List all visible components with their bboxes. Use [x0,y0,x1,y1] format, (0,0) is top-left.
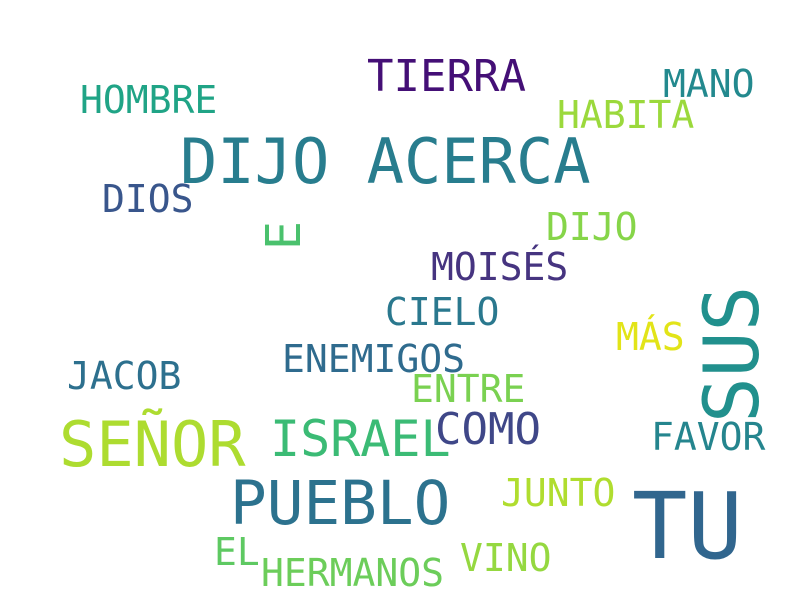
word-e: E [256,221,312,250]
word-enemigos: ENEMIGOS [282,337,466,381]
word-jacob: JACOB [67,354,182,398]
word-israel: ISRAEL [270,410,451,468]
word-senor: SEÑOR [59,408,246,481]
word-vino: VINO [460,536,552,580]
word-mas: MÁS [616,315,685,359]
word-entre: ENTRE [411,367,526,411]
word-moises: MOISÉS [431,245,569,289]
word-dios: DIOS [102,177,194,221]
word-dijo-acerca: DIJO ACERCA [180,125,591,198]
word-junto: JUNTO [501,471,616,515]
word-favor: FAVOR [651,415,766,459]
word-mano: MANO [663,62,755,106]
word-dijo: DIJO [546,205,638,249]
word-como: COMO [435,404,541,455]
word-hombre: HOMBRE [80,78,218,122]
word-cielo: CIELO [385,290,500,334]
word-tierra: TIERRA [367,51,526,102]
word-hermanos: HERMANOS [261,551,445,595]
word-pueblo: PUEBLO [230,468,451,539]
word-habita: HABITA [557,93,695,137]
word-tu: TU [632,473,743,580]
word-sus: SUS [687,285,776,423]
word-el: EL [214,530,260,574]
